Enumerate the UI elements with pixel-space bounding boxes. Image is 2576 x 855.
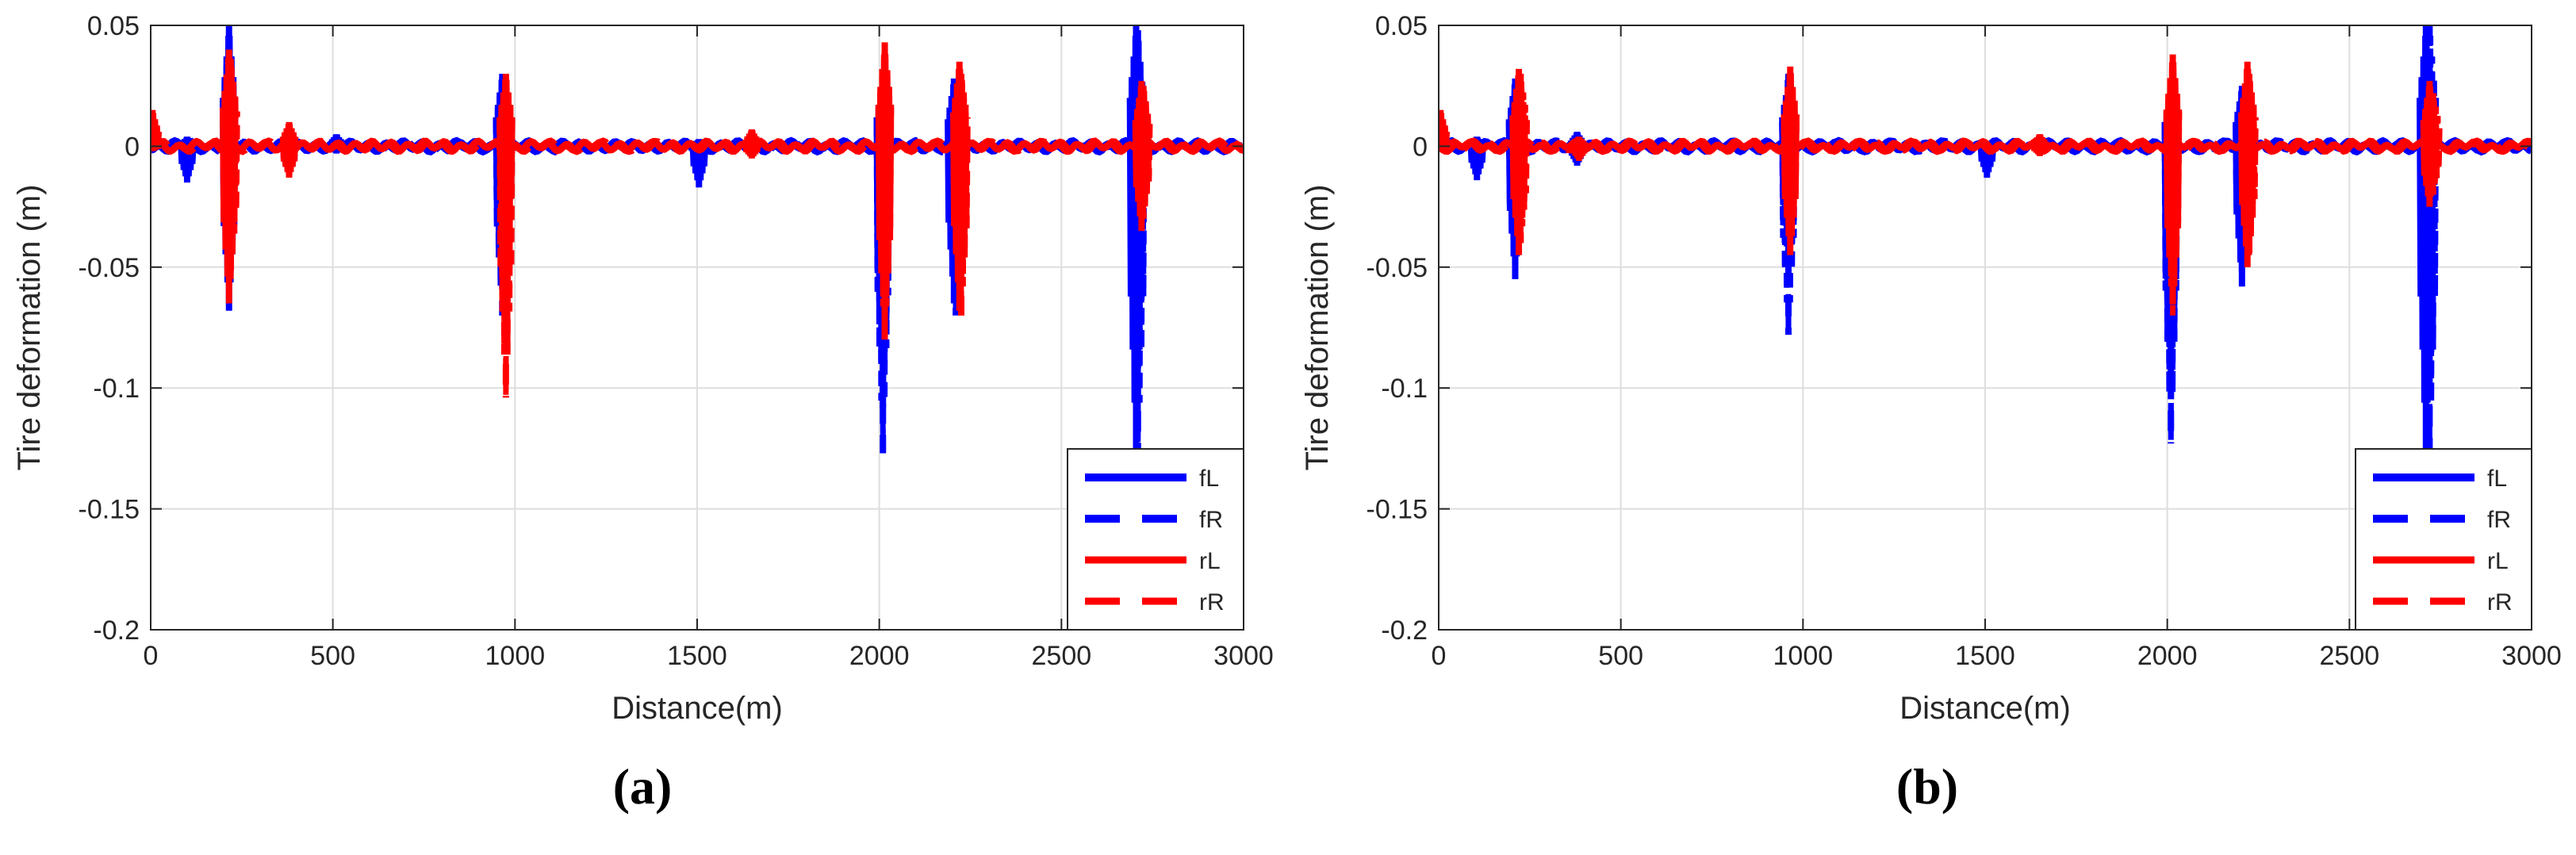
y-tick-label: 0.05 [87, 11, 140, 41]
y-tick-label: -0.1 [93, 374, 140, 404]
legend-label-fL: fL [2487, 466, 2507, 492]
x-tick-label: 2500 [2320, 641, 2380, 671]
y-tick-label: -0.1 [1381, 374, 1428, 404]
spike-rR [221, 67, 240, 280]
spike-rR [2424, 98, 2443, 195]
y-axis-label: Tire deformation (m) [1300, 185, 1335, 471]
x-tick-label: 3000 [2501, 641, 2562, 671]
series-group [151, 25, 1244, 456]
legend: fL fR rL rR [1067, 448, 1244, 631]
chart-panel-a: 0 500 1000 1500 2000 2500 3000 0.05 0 -0.05 -0.1 -0… [12, 11, 1274, 726]
legend-label-fL: fL [1199, 466, 1219, 492]
y-tick-label: 0 [125, 132, 140, 162]
spike-rR [952, 79, 971, 316]
spike-rR [2240, 79, 2259, 255]
x-tick-label: 3000 [1213, 641, 1274, 671]
legend-label-rL: rL [2487, 548, 2509, 574]
x-tick-label: 1500 [667, 641, 727, 671]
spike-rR [496, 84, 516, 398]
legend-label-rR: rR [2487, 589, 2513, 615]
x-tick-label: 0 [1432, 641, 1447, 671]
y-tick-label: -0.05 [79, 253, 140, 283]
x-tick-label: 0 [144, 641, 159, 671]
spike-rR [2163, 68, 2183, 316]
spike-rR [875, 51, 895, 340]
spike-rL [151, 113, 163, 151]
series-line-rR [1439, 137, 2532, 155]
series-rR [151, 42, 1244, 398]
legend-label-rR: rR [1199, 589, 1225, 615]
y-axis-label: Tire deformation (m) [12, 185, 47, 471]
x-tick-label: 500 [1598, 641, 1643, 671]
chart-panel-b: 0 500 1000 1500 2000 2500 3000 0.05 0 -0.05 -0.1 -0… [1300, 11, 2562, 726]
x-tick-label: 1000 [485, 641, 546, 671]
x-tick-label: 1500 [1955, 641, 2015, 671]
y-tick-label: 0 [1413, 132, 1428, 162]
y-tick-label: -0.2 [1381, 615, 1428, 646]
legend-label-fR: fR [2487, 507, 2511, 533]
panel-label-b: (b) [1896, 758, 1959, 815]
legend: fL fR rL rR [2355, 448, 2532, 631]
x-tick-label: 1000 [1773, 641, 1834, 671]
series-line-rR [151, 137, 1244, 155]
x-tick-label: 2500 [1032, 641, 1092, 671]
panel-label-a: (a) [612, 758, 673, 815]
x-tick-label: 2000 [849, 641, 910, 671]
series-rR [1439, 61, 2532, 316]
y-tick-label: 0.05 [1375, 11, 1428, 41]
x-axis-label: Distance(m) [611, 691, 783, 726]
spike-rR [1781, 90, 1800, 243]
legend-label-rL: rL [1199, 548, 1221, 574]
x-axis-label: Distance(m) [1899, 691, 2071, 726]
x-tick-label: 2000 [2137, 641, 2198, 671]
y-tick-label: -0.15 [79, 495, 140, 525]
y-tick-label: -0.15 [1367, 495, 1428, 525]
x-tick-label: 500 [310, 641, 355, 671]
legend-label-fR: fR [1199, 507, 1223, 533]
y-tick-label: -0.05 [1367, 253, 1428, 283]
y-tick-label: -0.2 [93, 615, 140, 646]
